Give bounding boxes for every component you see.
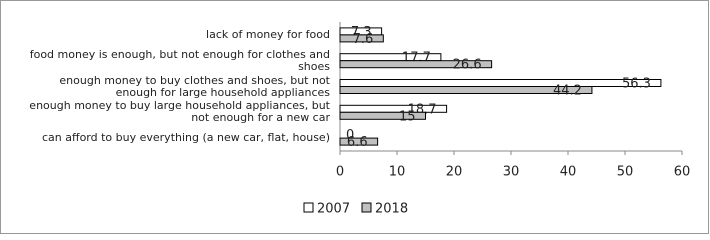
category-label: lack of money for food <box>206 27 330 41</box>
bar <box>339 111 426 120</box>
bar <box>339 60 493 69</box>
chart: 0 10 20 30 40 50 607.37.617.7 26.656.344.218.71… <box>0 0 709 234</box>
bar <box>339 86 593 94</box>
x-tick-label: 40 <box>560 165 577 180</box>
bar <box>339 137 379 146</box>
data-label: 7.6 <box>353 32 374 47</box>
bar <box>339 34 384 43</box>
x-tick-label: 30 <box>503 165 520 180</box>
legend-label: 2018 <box>375 202 408 217</box>
x-tick-label: 50 <box>617 165 634 180</box>
x-tick-label: 20 <box>446 165 463 180</box>
data-label: 44.2 <box>553 84 582 99</box>
legend-swatch <box>361 202 372 213</box>
x-tick-label: 0 <box>336 165 344 180</box>
data-label: 6.6 <box>347 135 368 150</box>
legend-label: 2007 <box>317 202 350 217</box>
category-label: can afford to buy everything (a new car,… <box>42 131 330 145</box>
data-label: 26.6 <box>453 58 482 73</box>
category-label: food money is enough, but not enough for… <box>29 47 330 73</box>
x-tick-label: 10 <box>389 165 406 180</box>
category-label: enough money to buy clothes and shoes, b… <box>59 73 330 99</box>
data-label: 56.3 <box>622 77 651 92</box>
chart-container: 0 10 20 30 40 50 60 7.3 7.6 17.7 26.6 56.3 44.2 18.7 1… <box>0 0 709 234</box>
bar <box>339 79 662 87</box>
legend-swatch <box>303 202 314 213</box>
data-label: 15 <box>399 109 416 124</box>
x-tick-label: 60 <box>674 165 691 180</box>
data-label: 0 <box>346 128 354 143</box>
category-label: enough money to buy large household appl… <box>29 99 330 125</box>
